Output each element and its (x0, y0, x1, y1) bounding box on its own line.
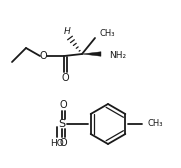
Polygon shape (82, 52, 101, 56)
Text: O: O (39, 51, 47, 61)
Text: O: O (61, 73, 69, 83)
Text: CH₃: CH₃ (99, 29, 115, 37)
Text: O: O (59, 138, 67, 148)
Text: H: H (64, 28, 70, 36)
Text: O: O (59, 100, 67, 110)
Text: S: S (58, 119, 66, 129)
Text: HO: HO (50, 138, 64, 148)
Text: CH₃: CH₃ (148, 119, 163, 129)
Text: NH₂: NH₂ (109, 51, 126, 59)
